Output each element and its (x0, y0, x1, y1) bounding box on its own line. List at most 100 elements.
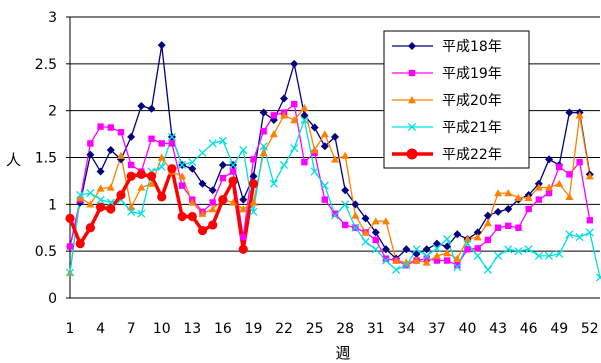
data-point (106, 183, 115, 191)
x-tick-label: 28 (336, 321, 354, 337)
data-point (178, 172, 187, 180)
data-point (371, 245, 380, 254)
data-point (545, 155, 554, 164)
data-point (86, 189, 95, 198)
data-point (464, 246, 471, 253)
data-point (585, 172, 594, 180)
data-point (106, 198, 115, 207)
data-point (87, 140, 94, 147)
data-point (381, 256, 391, 265)
data-point (259, 148, 268, 157)
data-point (178, 160, 187, 170)
x-tick-label: 7 (127, 321, 136, 337)
data-point (249, 172, 258, 181)
data-point (310, 123, 319, 132)
data-point (127, 132, 136, 141)
data-point (483, 265, 492, 274)
data-point (168, 140, 176, 147)
data-point (137, 101, 146, 110)
data-point (545, 189, 553, 197)
data-point (494, 189, 503, 197)
data-point (218, 195, 228, 205)
x-tick-label: 25 (306, 321, 324, 337)
x-tick-label: 22 (275, 321, 293, 337)
data-point (463, 234, 472, 243)
data-point (504, 189, 513, 197)
data-point (188, 164, 197, 173)
data-point (249, 198, 258, 206)
y-tick-label: 0.5 (35, 244, 57, 260)
data-point (158, 140, 165, 147)
legend-swatch-marker (407, 122, 417, 132)
data-point (595, 273, 601, 282)
data-point (66, 243, 74, 250)
data-point (361, 214, 370, 223)
data-point (147, 104, 156, 113)
data-point (585, 228, 594, 237)
data-point (116, 190, 126, 200)
data-point (148, 135, 155, 142)
data-point (270, 112, 278, 119)
y-tick-labels: 0 0.5 1 1.5 2 2.5 3 (35, 10, 57, 307)
data-point (177, 211, 187, 222)
y-tick-label: 1.5 (35, 151, 57, 167)
data-point (75, 239, 85, 249)
data-point (330, 211, 340, 220)
data-point (290, 59, 299, 68)
data-point (576, 158, 583, 166)
data-point (208, 220, 218, 230)
data-point (331, 132, 339, 141)
data-point (341, 200, 350, 209)
data-point (453, 254, 462, 262)
x-tick-label: 49 (550, 321, 568, 337)
legend-label: 平成21年 (442, 120, 502, 136)
data-point (209, 199, 216, 206)
data-point (544, 251, 554, 260)
data-point (97, 123, 104, 130)
data-point (412, 245, 421, 254)
x-tick-label: 40 (459, 321, 477, 337)
data-point (474, 245, 481, 252)
data-point (167, 132, 176, 141)
data-point (392, 265, 401, 274)
data-point (422, 245, 431, 254)
data-point (208, 205, 217, 213)
series-line-3 (69, 107, 591, 273)
data-point (514, 193, 523, 201)
data-point (85, 223, 95, 233)
legend-swatch-marker (408, 96, 416, 104)
data-point (65, 268, 75, 277)
data-point (291, 100, 298, 108)
data-point (279, 160, 289, 170)
legend-label: 平成20年 (442, 93, 502, 109)
series-markers (65, 41, 601, 282)
data-point (310, 167, 319, 176)
data-point (86, 200, 95, 208)
x-tick-label: 16 (214, 321, 232, 337)
data-point (545, 183, 554, 191)
data-point (443, 249, 452, 257)
data-point (443, 257, 451, 264)
data-point (198, 209, 207, 217)
series-line-1 (69, 44, 591, 260)
data-point (515, 224, 522, 231)
data-point (198, 179, 207, 188)
data-point (473, 228, 482, 237)
data-point (259, 108, 268, 117)
data-point (106, 204, 116, 214)
data-point (310, 146, 319, 154)
data-point (259, 142, 268, 151)
data-point (402, 261, 411, 270)
data-point (137, 209, 146, 218)
data-point (218, 160, 227, 169)
data-point (432, 251, 441, 260)
data-point (116, 151, 125, 159)
data-point (433, 257, 441, 264)
legend-swatch-marker (408, 42, 416, 50)
data-point (96, 184, 105, 192)
data-point (290, 116, 299, 124)
data-point (96, 195, 105, 204)
y-tick-label: 2.5 (35, 57, 57, 73)
data-point (239, 195, 248, 204)
